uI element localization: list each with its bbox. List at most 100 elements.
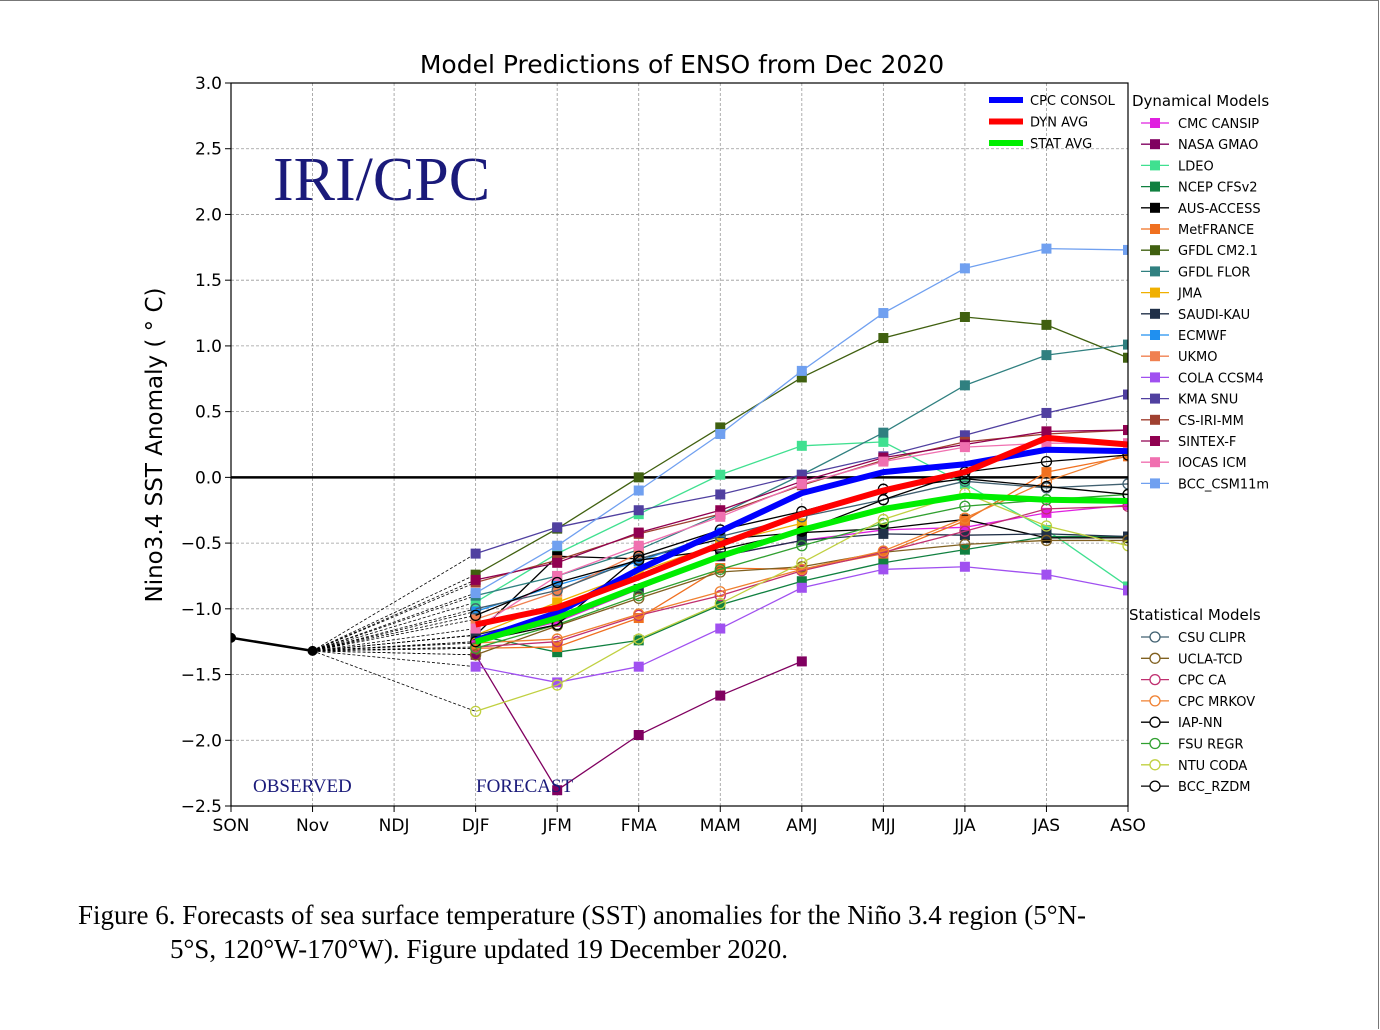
series-point [633, 550, 645, 562]
plot-border [230, 82, 1129, 807]
series-point [796, 582, 807, 593]
series-point [1041, 243, 1052, 254]
legend-label: CPC CONSOL [1030, 94, 1116, 109]
series-point [1041, 426, 1052, 437]
legend-marker [1150, 457, 1160, 468]
series-line [475, 505, 1128, 648]
x-tick-label: FMA [621, 816, 657, 836]
series-point [1041, 528, 1052, 539]
legend-marker [1150, 436, 1160, 446]
series-point [959, 263, 970, 274]
series-point [633, 590, 645, 602]
series-point [551, 679, 563, 691]
series-point [469, 642, 482, 654]
series-point [470, 597, 481, 608]
legend-label: LDEO [1178, 159, 1214, 174]
legend-marker [1150, 308, 1160, 319]
legend-marker [1150, 287, 1160, 298]
x-tick-label: JJA [953, 816, 976, 836]
series-point [469, 705, 482, 718]
series-line [475, 453, 1128, 644]
series-point [470, 588, 481, 599]
legend-marker [1149, 652, 1161, 664]
connector-line [312, 553, 476, 652]
series-point [796, 518, 807, 529]
series-point [1041, 319, 1052, 330]
series-point [878, 528, 889, 539]
series-point [715, 623, 726, 634]
y-tick-label: −1.0 [181, 600, 222, 620]
series-point [633, 633, 645, 645]
series-line [475, 492, 1128, 712]
series-point [633, 472, 644, 483]
consensus-line-stat-avg [474, 492, 1128, 645]
series-point [714, 590, 726, 602]
series-layer [231, 243, 1128, 796]
series-point [633, 505, 644, 516]
series-point [551, 584, 563, 597]
legend-marker [1149, 737, 1161, 750]
series-point [796, 372, 807, 383]
series-point [552, 597, 563, 608]
series-cola-ccsm4 [470, 561, 1128, 688]
series-point [1040, 534, 1053, 547]
series-point [796, 365, 807, 376]
y-tick-label: −0.5 [181, 534, 222, 554]
series-point [714, 597, 726, 610]
series-point [796, 563, 808, 576]
legend-label: JMA [1177, 287, 1202, 302]
legend-label: CS-IRI-MM [1178, 414, 1244, 429]
observed-point [231, 632, 236, 643]
series-point [959, 561, 970, 572]
series-point [633, 635, 644, 646]
connector-line [312, 650, 476, 668]
series-point [1122, 534, 1128, 547]
connector-line [312, 595, 476, 652]
legend-marker [1150, 224, 1160, 234]
series-point [796, 557, 808, 569]
series-point [1040, 503, 1053, 515]
y-tick-label: 0.0 [195, 468, 222, 488]
series-point [552, 785, 563, 796]
series-bcc-csm11m [470, 243, 1128, 599]
spaghetti-lines [312, 553, 476, 712]
series-point [959, 525, 971, 537]
legend-label: NTU CODA [1178, 759, 1247, 774]
x-tick-label: Nov [296, 816, 329, 836]
connector-line [312, 641, 476, 652]
series-point [878, 333, 889, 344]
series-point [633, 485, 644, 496]
series-point [715, 690, 726, 701]
series-point [715, 563, 726, 574]
series-point [959, 522, 970, 533]
series-point [796, 440, 807, 451]
legend-marker [1149, 673, 1161, 686]
legend-marker [1150, 372, 1160, 383]
series-point [796, 478, 807, 489]
series-point [470, 623, 481, 634]
caption-line-2: 5°S, 120°W-170°W). Figure updated 19 Dec… [170, 934, 789, 964]
legend-dynamical: CMC CANSIP NASA GMAO LDEO NCEP CFSv2 AUS-ACC… [1141, 117, 1269, 492]
x-tick-label: MJJ [871, 816, 896, 836]
x-tick-label: SON [213, 816, 250, 836]
series-point [552, 540, 563, 551]
y-axis-label: Nino3.4 SST Anomaly ( ° C) [142, 287, 168, 602]
legend-marker [1150, 266, 1160, 277]
series-point [1123, 499, 1128, 510]
series-point [633, 661, 644, 672]
legend-marker [1150, 393, 1160, 404]
series-point [796, 656, 807, 667]
legend-label: COLA CCSM4 [1178, 371, 1264, 386]
statistical-models-title: Statistical Models [1129, 606, 1261, 624]
legend-marker [1149, 695, 1161, 707]
series-point [1041, 507, 1052, 518]
series-point [1041, 438, 1052, 449]
connector-line [312, 582, 476, 652]
series-point [552, 570, 563, 581]
series-point [715, 422, 726, 433]
series-point [1123, 451, 1128, 462]
chart-title: Model Predictions of ENSO from Dec 2020 [420, 50, 944, 79]
legend-label: CPC CA [1178, 674, 1226, 689]
series-point [878, 456, 889, 467]
series-point [796, 469, 807, 480]
